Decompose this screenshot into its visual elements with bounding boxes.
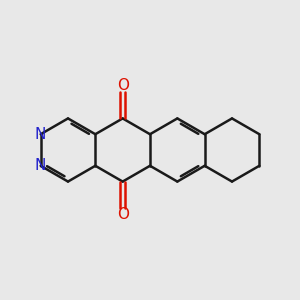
Text: N: N	[35, 127, 46, 142]
Text: O: O	[117, 207, 129, 222]
Text: N: N	[35, 158, 46, 173]
Text: O: O	[117, 78, 129, 93]
